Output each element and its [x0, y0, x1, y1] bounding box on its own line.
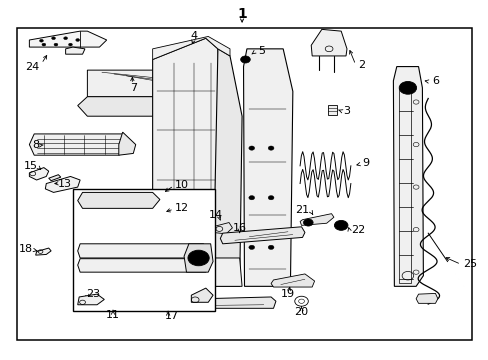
Text: 23: 23	[86, 289, 100, 299]
Polygon shape	[270, 274, 314, 287]
Text: 5: 5	[257, 46, 264, 56]
Polygon shape	[191, 288, 213, 302]
Text: 1: 1	[237, 7, 246, 21]
Polygon shape	[45, 176, 80, 192]
Text: 3: 3	[343, 106, 350, 116]
Circle shape	[248, 146, 254, 150]
Polygon shape	[162, 70, 186, 107]
Polygon shape	[220, 227, 305, 244]
Polygon shape	[36, 248, 51, 255]
Polygon shape	[327, 105, 337, 115]
Circle shape	[398, 81, 416, 94]
Circle shape	[76, 39, 80, 41]
Text: 10: 10	[175, 180, 188, 190]
Polygon shape	[29, 31, 106, 47]
Polygon shape	[213, 49, 242, 286]
Text: 19: 19	[281, 289, 294, 299]
Text: 13: 13	[58, 179, 72, 189]
Text: 20: 20	[294, 307, 308, 317]
Text: 24: 24	[24, 62, 39, 72]
Polygon shape	[65, 47, 85, 54]
Polygon shape	[78, 97, 174, 116]
Polygon shape	[415, 293, 437, 303]
Polygon shape	[87, 70, 186, 97]
Polygon shape	[243, 49, 292, 286]
Polygon shape	[160, 297, 275, 308]
Polygon shape	[78, 294, 104, 305]
Circle shape	[42, 43, 46, 46]
Polygon shape	[78, 192, 160, 208]
Circle shape	[40, 39, 43, 42]
Text: 25: 25	[462, 259, 476, 269]
Text: 12: 12	[175, 203, 189, 213]
Polygon shape	[78, 259, 208, 272]
Text: 4: 4	[190, 31, 197, 41]
Polygon shape	[29, 134, 131, 155]
Text: 14: 14	[208, 211, 222, 220]
Circle shape	[240, 56, 250, 63]
Circle shape	[52, 37, 55, 40]
Text: 7: 7	[129, 83, 137, 93]
Polygon shape	[78, 244, 208, 258]
Circle shape	[267, 245, 273, 249]
Circle shape	[303, 219, 312, 226]
Circle shape	[267, 195, 273, 200]
Polygon shape	[29, 168, 49, 180]
Polygon shape	[119, 132, 136, 155]
Text: 21: 21	[295, 205, 309, 215]
Text: 2: 2	[357, 60, 365, 70]
Circle shape	[68, 43, 72, 46]
Circle shape	[248, 195, 254, 200]
Circle shape	[187, 250, 209, 266]
Polygon shape	[300, 214, 333, 225]
Text: 11: 11	[106, 310, 120, 320]
Polygon shape	[310, 30, 346, 56]
Polygon shape	[393, 67, 423, 286]
Polygon shape	[152, 36, 229, 59]
Circle shape	[334, 220, 347, 230]
Text: 15: 15	[24, 161, 38, 171]
Text: 6: 6	[431, 76, 438, 86]
Polygon shape	[152, 38, 219, 286]
Polygon shape	[49, 175, 61, 181]
Polygon shape	[147, 258, 242, 286]
Circle shape	[193, 255, 203, 261]
Polygon shape	[183, 244, 213, 272]
Polygon shape	[160, 300, 171, 307]
Text: 8: 8	[32, 140, 39, 150]
Circle shape	[54, 43, 58, 46]
Bar	[73, 189, 215, 311]
Circle shape	[267, 146, 273, 150]
Circle shape	[248, 245, 254, 249]
Text: 18: 18	[19, 244, 33, 254]
Bar	[17, 28, 471, 339]
Circle shape	[63, 37, 67, 40]
Text: 17: 17	[165, 311, 179, 321]
Text: 22: 22	[350, 225, 365, 235]
Polygon shape	[213, 222, 232, 234]
Text: 9: 9	[361, 158, 368, 168]
Text: 16: 16	[232, 223, 246, 233]
